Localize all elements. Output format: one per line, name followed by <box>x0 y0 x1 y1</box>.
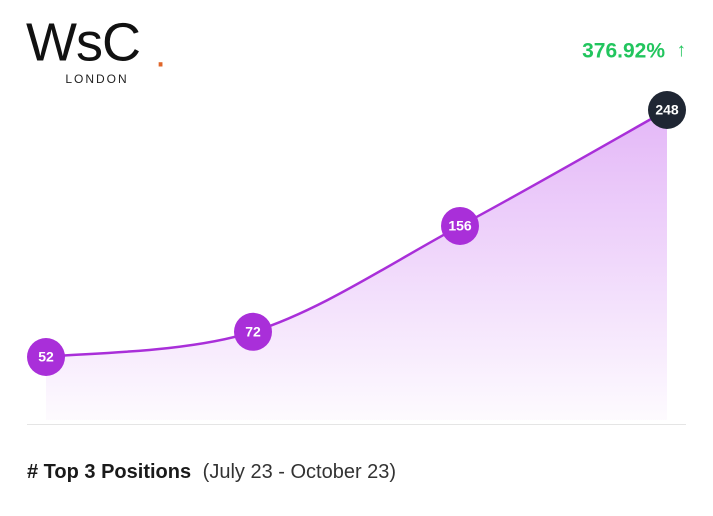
point-label: 72 <box>245 323 261 339</box>
line <box>45 108 668 359</box>
footer: # Top 3 Positions (July 23 - October 23) <box>27 461 396 483</box>
area <box>46 110 667 420</box>
footer-title: # Top 3 Positions <box>27 461 191 483</box>
point-label: 156 <box>448 218 472 234</box>
point <box>234 312 272 351</box>
point <box>441 206 479 245</box>
footer-subtitle: (July 23 - October 23) <box>203 461 396 483</box>
logo-subtitle: LONDON <box>65 72 128 86</box>
logo-dot: . <box>155 32 166 76</box>
point-label: 52 <box>38 349 54 365</box>
change-arrow: ↑ <box>677 40 687 61</box>
point <box>27 338 65 376</box>
plot-area: 52 72 156 248 <box>27 91 686 420</box>
change-value: 376.92% <box>582 40 665 63</box>
point-label: 248 <box>655 102 679 118</box>
point <box>648 91 686 129</box>
logo-text: WsC <box>26 12 140 72</box>
